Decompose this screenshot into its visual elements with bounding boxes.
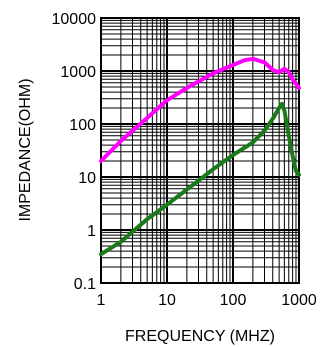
series-line-1 xyxy=(99,56,301,163)
series-layer xyxy=(99,56,301,257)
y-tick-label: 10 xyxy=(78,170,96,187)
y-tick-label: 100 xyxy=(69,117,96,134)
x-tick-labels: 1 10 100 1000 xyxy=(97,292,317,309)
y-axis-label: IMPEDANCE(OHM) xyxy=(17,78,34,221)
x-tick-label: 10 xyxy=(158,292,176,309)
series-line-2 xyxy=(99,101,301,257)
y-tick-label: 0.1 xyxy=(74,276,96,293)
y-tick-label: 1000 xyxy=(60,64,96,81)
y-tick-label: 1 xyxy=(87,223,96,240)
grid-lines xyxy=(101,18,299,283)
x-tick-label: 100 xyxy=(220,292,247,309)
x-axis-label: FREQUENCY (MHZ) xyxy=(125,328,275,345)
plot-frame xyxy=(100,17,300,284)
y-tick-labels: 0.1 1 10 100 1000 10000 xyxy=(52,11,97,293)
x-tick-label: 1 xyxy=(97,292,106,309)
x-tick-label: 1000 xyxy=(281,292,317,309)
y-tick-label: 10000 xyxy=(52,11,97,28)
